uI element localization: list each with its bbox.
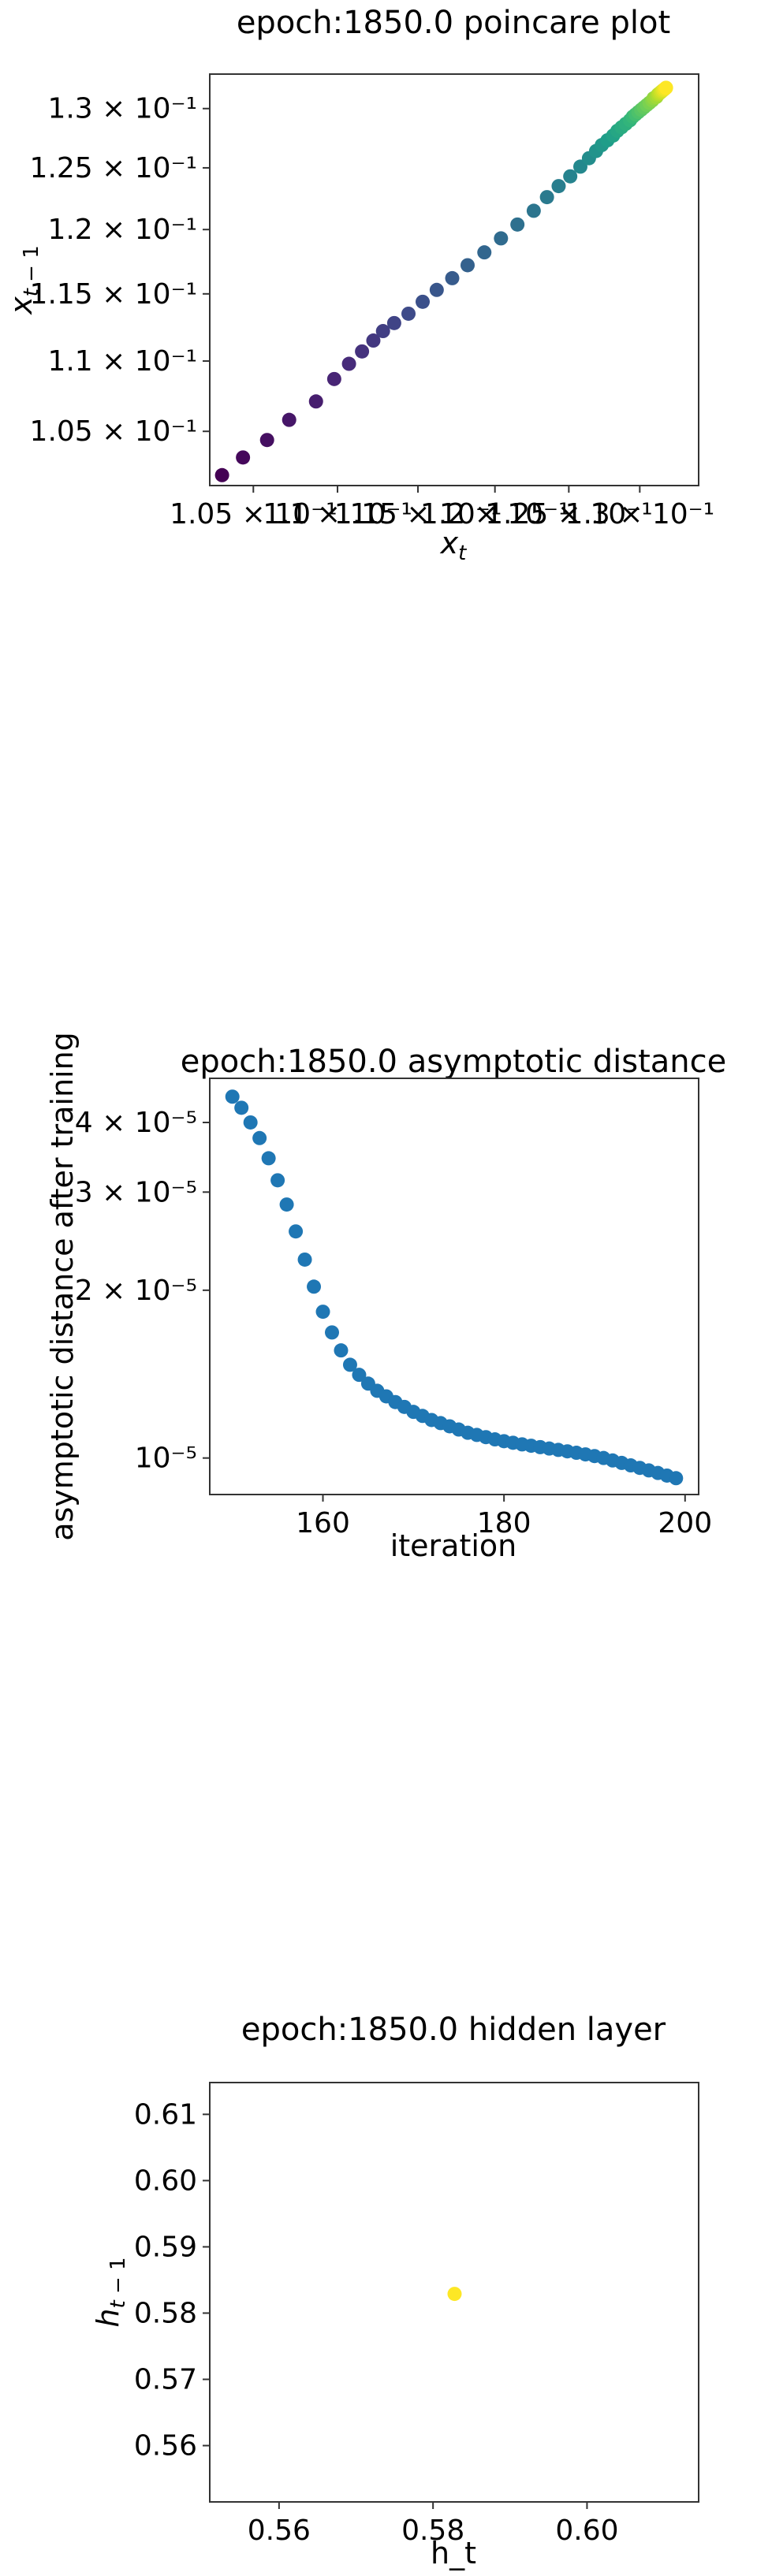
scatter-point [270,1173,285,1188]
hidden-layer-x-label: h_t [431,2536,476,2570]
scatter-point [447,2287,462,2302]
scatter-point [658,80,673,95]
scatter-point [236,450,251,465]
scatter-point [261,1151,276,1166]
scatter-point [307,1279,322,1294]
asymptotic-x-label: iteration [390,1528,517,1563]
scatter-point [282,412,296,427]
scatter-point [510,217,525,232]
x-tick-label: 0.60 [555,2515,618,2547]
scatter-point [401,306,416,321]
x-tick-label: 1.2 × 10⁻¹ [420,498,570,530]
asymptotic-plot-frame [209,1078,699,1495]
asymptotic-chart: epoch:1850.0 asymptotic distance 160 180 2… [45,1032,726,1563]
scatter-point [539,190,554,205]
y-tick-label: 4 × 10⁻⁵ [75,1107,197,1139]
scatter-point [551,179,566,194]
scatter-point [325,1325,339,1340]
scatter-point [342,1357,357,1372]
scatter-point [526,203,541,218]
x-tick-label: 1.3 × 10⁻¹ [565,498,715,530]
x-tick-label: 200 [658,1507,712,1539]
scatter-point [416,294,431,309]
scatter-point [289,1224,304,1239]
scatter-point [355,344,370,359]
scatter-point [429,282,444,297]
x-tick-label: 0.56 [248,2515,311,2547]
y-tick-label: 0.58 [134,2297,197,2329]
scatter-point [386,315,401,330]
scatter-point [341,356,356,371]
poincare-title: epoch:1850.0 poincare plot [237,5,670,41]
scatter-point [214,467,229,482]
poincare-x-ticks: 1.05 × 10⁻¹1.1 × 10⁻¹1.15 × 10⁻¹1.2 × 10… [170,486,714,530]
scatter-point [334,1343,349,1358]
x-tick-label: 160 [296,1507,350,1539]
scatter-point [366,333,381,348]
hidden-layer-points [447,2287,462,2302]
scatter-point [259,433,274,448]
poincare-points [214,80,673,482]
y-tick-label: 10⁻⁵ [135,1442,197,1475]
x-tick-label: 1.1 × 10⁻¹ [263,498,412,530]
hidden-layer-plot-frame [209,2082,699,2503]
y-tick-label: 1.15 × 10⁻¹ [30,278,197,311]
asymptotic-x-ticks: 160 180 200 [296,1495,712,1539]
scatter-point [315,1305,330,1320]
scatter-point [352,1368,367,1383]
scatter-point [494,231,509,246]
y-tick-label: 1.1 × 10⁻¹ [47,345,197,378]
y-tick-label: 3 × 10⁻⁵ [75,1176,197,1208]
y-tick-label: 1.25 × 10⁻¹ [30,152,197,184]
scatter-point [308,394,323,409]
scatter-point [375,324,390,339]
y-tick-label: 0.56 [134,2430,197,2462]
y-tick-label: 1.05 × 10⁻¹ [30,415,197,448]
y-tick-label: 1.2 × 10⁻¹ [47,214,197,246]
scatter-point [297,1252,312,1267]
hidden-layer-y-ticks: 0.56 0.57 0.58 0.59 0.60 0.61 [134,2098,210,2462]
x-tick-label: 1.05 × 10⁻¹ [170,498,337,530]
scatter-point [445,270,460,285]
x-tick-label: 1.25 × 10⁻¹ [485,498,652,530]
poincare-y-ticks: 1.05 × 10⁻¹ 1.1 × 10⁻¹ 1.15 × 10⁻¹ 1.2 × 10… [30,93,210,448]
hidden-layer-x-ticks: 0.56 0.58 0.60 [248,2502,619,2547]
scatter-point [252,1130,267,1145]
hidden-layer-title: epoch:1850.0 hidden layer [241,2012,666,2048]
scatter-point [234,1100,249,1115]
scatter-point [279,1197,294,1212]
scatter-point [326,371,341,386]
scatter-point [243,1115,258,1130]
asymptotic-y-label: asymptotic distance after training [45,1032,80,1541]
poincare-plot-frame [209,73,699,486]
asymptotic-points [225,1089,684,1486]
y-tick-label: 0.59 [134,2231,197,2263]
scatter-point [225,1089,240,1104]
asymptotic-y-ticks: 10⁻⁵ 2 × 10⁻⁵ 3 × 10⁻⁵ 4 × 10⁻⁵ [75,1107,210,1475]
scatter-point [669,1471,684,1486]
scatter-point [477,245,492,260]
y-tick-label: 0.60 [134,2165,197,2197]
asymptotic-title: epoch:1850.0 asymptotic distance [181,1044,727,1080]
scatter-point [563,169,578,184]
y-tick-label: 0.57 [134,2364,197,2396]
y-tick-label: 1.3 × 10⁻¹ [47,93,197,125]
y-tick-label: 0.61 [134,2098,197,2131]
y-tick-label: 2 × 10⁻⁵ [75,1275,197,1307]
x-tick-label: 1.15 × 10⁻¹ [334,498,502,530]
scatter-point [460,258,475,273]
poincare-x-label: xt [440,526,468,565]
hidden-layer-chart: epoch:1850.0 hidden layer 0.56 0.58 0.60 0… [91,2012,699,2570]
x-tick-label: 0.58 [401,2515,464,2547]
hidden-layer-y-label: ht − 1 [91,2257,130,2327]
poincare-chart: epoch:1850.0 poincare plot 1.05 × 10⁻¹1.… [4,5,714,565]
poincare-y-label: xt − 1 [4,245,43,315]
x-tick-label: 180 [477,1507,531,1539]
